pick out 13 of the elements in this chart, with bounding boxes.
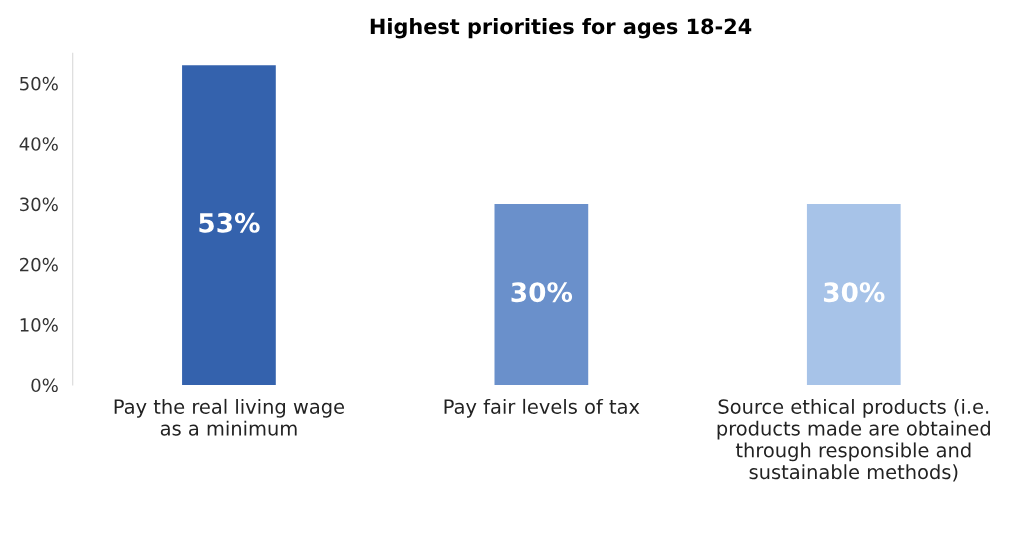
- x-tick-label: Pay the real living wage as a minimum: [114, 398, 345, 436]
- data-label: 53%: [199, 212, 260, 233]
- y-tick-label: 0%: [31, 378, 58, 393]
- x-tick-label: Pay fair levels of tax: [444, 398, 640, 418]
- data-label: 30%: [511, 282, 573, 303]
- y-tick-label: 20%: [20, 257, 58, 272]
- y-tick-label: 40%: [19, 137, 58, 151]
- data-label: 30%: [823, 282, 885, 303]
- y-tick-label: 10%: [20, 318, 58, 332]
- y-tick-label: 30%: [20, 197, 58, 212]
- x-tick-label: Source ethical products (i.e. products made are obtained through responsible and sustainable methods): [717, 398, 990, 482]
- y-tick-label: 50%: [20, 76, 58, 91]
- chart-title: Highest priorities for ages 18-24: [370, 18, 752, 39]
